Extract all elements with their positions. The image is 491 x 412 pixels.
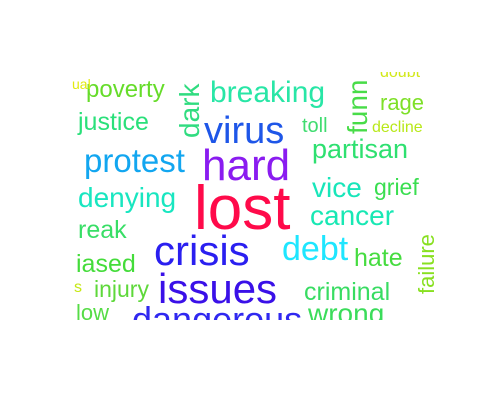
word-vice: vice: [312, 172, 362, 203]
word-issues: issues: [158, 265, 278, 312]
word-poverty: poverty: [86, 76, 165, 103]
word-dark: dark: [174, 83, 205, 138]
word-criminal: criminal: [304, 278, 391, 306]
word-funn: funn: [342, 79, 373, 135]
word-partisan: partisan: [312, 134, 409, 164]
word-s: s: [74, 279, 82, 296]
word-justice: justice: [78, 108, 149, 136]
word-toll: toll: [302, 115, 328, 137]
word-dangerous: dangerous: [132, 299, 303, 321]
word-virus: virus: [204, 110, 285, 152]
word-failure: failure: [414, 234, 439, 294]
word-protest: protest: [84, 142, 185, 179]
word-denying: denying: [78, 182, 177, 213]
word-rage: rage: [380, 90, 425, 115]
word-ual: ual: [72, 76, 91, 92]
word-decline: decline: [372, 119, 423, 136]
word-hate: hate: [354, 244, 403, 272]
word-reak: reak: [78, 216, 127, 244]
word-injury: injury: [94, 276, 149, 302]
word-hard: hard: [202, 141, 291, 190]
word-cancer: cancer: [310, 200, 395, 231]
word-iased: iased: [76, 250, 136, 278]
word-lost: lost: [194, 174, 291, 243]
word-grief: grief: [374, 174, 419, 200]
word-low: low: [76, 300, 110, 321]
word-wrong: wrong: [308, 298, 385, 321]
word-debt: debt: [282, 230, 349, 268]
word-crisis: crisis: [154, 227, 250, 274]
word-cloud-area: lost hard crisis issues virus protest de…: [72, 72, 444, 320]
word-doubt: doubt: [380, 72, 421, 81]
word-breaking: breaking: [210, 76, 326, 109]
